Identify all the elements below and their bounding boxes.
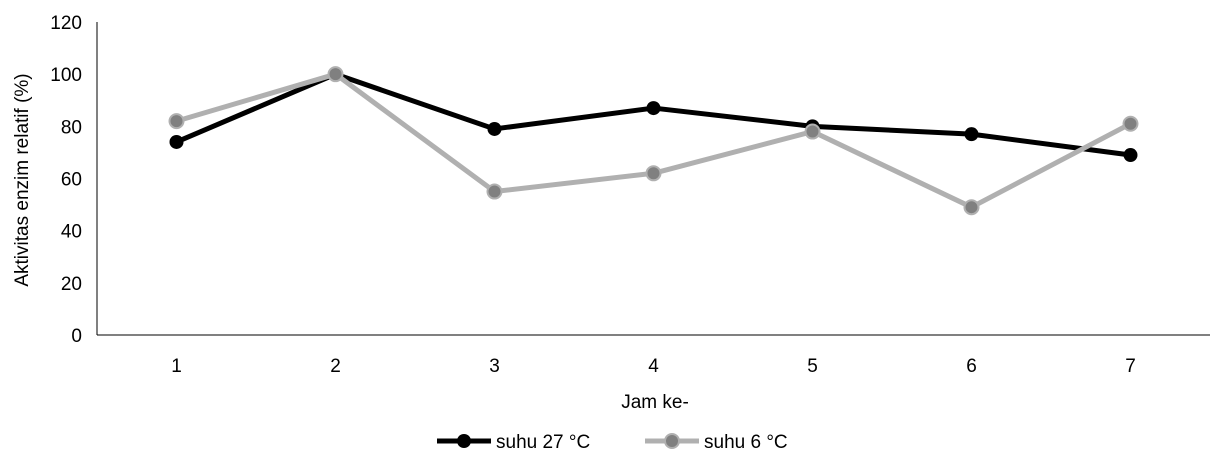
y-tick-label: 0 [71,326,82,347]
data-point-series-2 [645,165,662,182]
legend-item-series-2: suhu 6 °C [645,432,788,450]
legend-label-series-1: suhu 27 °C [496,432,590,450]
data-point-series-2 [804,123,821,140]
series-layer [168,66,1139,216]
legend-item-series-1: suhu 27 °C [437,432,590,450]
y-tick-label: 80 [61,117,82,138]
data-point-series-2 [486,183,503,200]
x-tick-label: 6 [966,356,977,377]
x-tick-label: 3 [489,356,500,377]
data-point-series-2 [327,66,344,83]
y-tick-labels: 0 20 40 60 80 100 120 [50,13,82,347]
y-tick-label: 120 [50,13,82,34]
x-tick-labels: 1 2 3 4 5 6 7 [171,356,1136,377]
data-point-series-1 [169,134,184,149]
x-tick-label: 5 [807,356,818,377]
data-point-series-1 [964,127,979,142]
data-point-series-2 [168,113,185,130]
data-point-series-1 [1123,148,1138,163]
legend-marker-series-1 [457,434,471,448]
data-point-series-1 [646,101,661,116]
x-tick-label: 7 [1125,356,1136,377]
legend-marker-series-2 [664,433,680,449]
y-tick-label: 40 [61,222,82,243]
x-tick-label: 4 [648,356,659,377]
x-tick-label: 1 [171,356,182,377]
y-tick-label: 100 [50,65,82,86]
y-tick-label: 20 [61,274,82,295]
legend: suhu 27 °C suhu 6 °C [437,432,788,450]
data-point-series-2 [1122,115,1139,132]
series-line-2 [174,71,1133,210]
y-axis-title: Aktivitas enzim relatif (%) [12,73,33,286]
legend-label-series-2: suhu 6 °C [704,432,788,450]
x-axis-title: Jam ke- [621,392,689,413]
x-tick-label: 2 [330,356,341,377]
data-point-series-2 [963,199,980,216]
y-tick-label: 60 [61,170,82,191]
data-point-series-1 [487,121,502,136]
